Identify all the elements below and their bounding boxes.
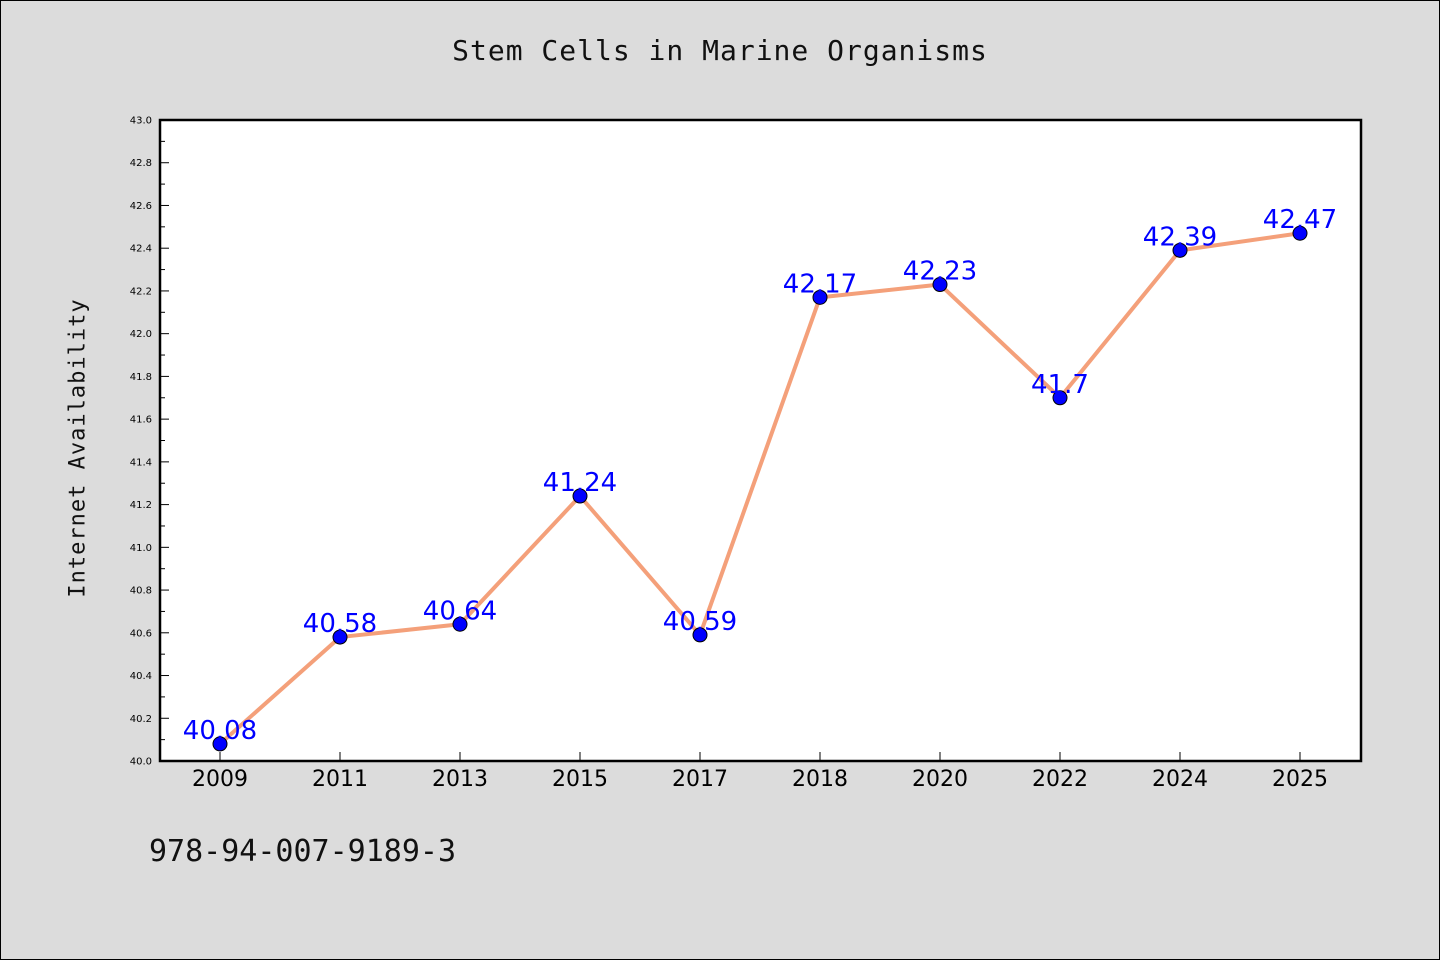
data-point [812, 289, 828, 305]
data-label: 40.58 [303, 609, 377, 639]
y-tick-label: 41.0 [130, 543, 152, 554]
y-tick-label: 40.0 [130, 757, 152, 768]
data-point [692, 627, 708, 643]
x-tick-label: 2024 [1152, 767, 1208, 792]
y-tick-label: 42.2 [130, 286, 152, 297]
data-point [1172, 242, 1188, 258]
y-tick-label: 41.8 [130, 372, 152, 383]
plot-area [160, 120, 1361, 761]
data-label: 42.47 [1263, 205, 1337, 235]
y-tick-label: 41.6 [130, 415, 152, 426]
data-point [572, 488, 588, 504]
y-tick-label: 40.4 [130, 671, 152, 682]
data-label: 40.08 [183, 716, 257, 746]
y-tick-label: 42.0 [130, 329, 152, 340]
x-tick-label: 2018 [792, 767, 848, 792]
y-tick-label: 42.8 [130, 158, 152, 169]
data-point [212, 736, 228, 752]
chart-title: Stem Cells in Marine Organisms [452, 34, 988, 67]
data-label: 41.24 [543, 468, 617, 498]
y-tick-label: 41.2 [130, 500, 152, 511]
y-tick-label: 40.6 [130, 628, 152, 639]
isbn-text: 978-94-007-9189-3 [149, 834, 457, 869]
data-point [452, 616, 468, 632]
x-tick-label: 2011 [312, 767, 368, 792]
data-label: 42.39 [1143, 222, 1217, 252]
y-tick-label: 40.8 [130, 586, 152, 597]
plot-frame [158, 118, 1363, 763]
data-label: 40.64 [423, 596, 497, 626]
x-tick-label: 2020 [912, 767, 968, 792]
data-label: 40.59 [663, 607, 737, 637]
x-tick-label: 2015 [552, 767, 608, 792]
data-label: 42.23 [903, 257, 977, 287]
data-point [332, 629, 348, 645]
x-tick-label: 2009 [192, 767, 248, 792]
y-tick-label: 42.4 [130, 244, 152, 255]
data-point [1292, 225, 1308, 241]
series-line [218, 231, 1301, 746]
x-tick-label: 2025 [1272, 767, 1328, 792]
y-tick-label: 43.0 [130, 116, 152, 127]
data-point [1052, 390, 1068, 406]
x-tick-label: 2013 [432, 767, 488, 792]
y-tick-label: 41.4 [130, 457, 152, 468]
x-tick-label: 2022 [1032, 767, 1088, 792]
x-tick-label: 2017 [672, 767, 728, 792]
data-point [932, 277, 948, 293]
y-tick-label: 40.2 [130, 714, 152, 725]
data-label: 41.7 [1031, 370, 1089, 400]
data-label: 42.17 [783, 269, 857, 299]
y-tick-label: 42.6 [130, 201, 152, 212]
